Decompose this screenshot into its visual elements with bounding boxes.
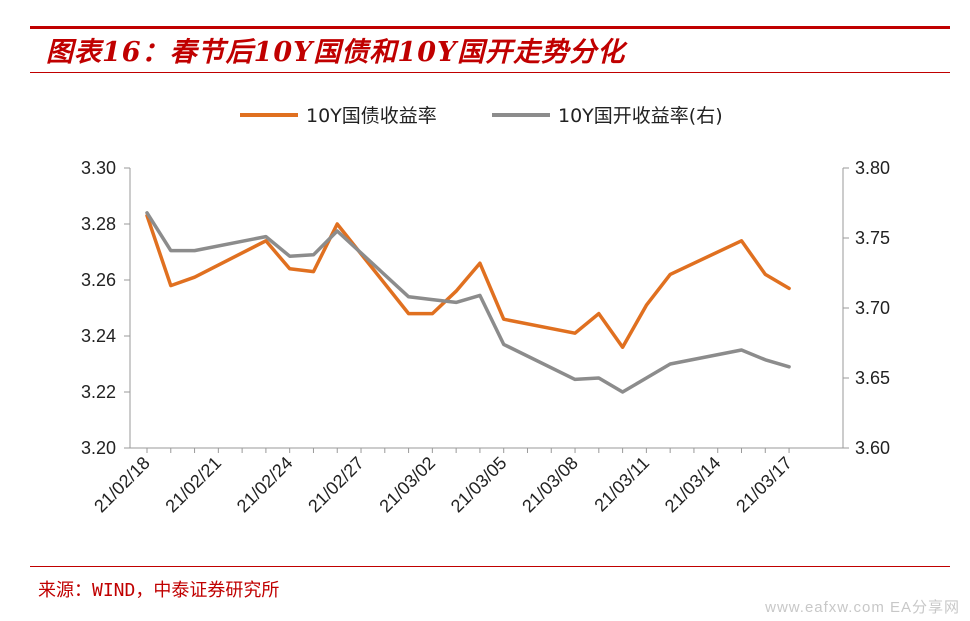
right-tick-label: 3.80 — [855, 158, 890, 178]
legend-item-10y-gov-label: 10Y国债收益率 — [306, 105, 437, 127]
series-line-10y-cdb — [145, 211, 791, 394]
left-tick-label: 3.20 — [81, 438, 116, 458]
x-tick-label: 21/03/14 — [661, 453, 725, 517]
left-tick-label: 3.28 — [81, 214, 116, 234]
right-tick-label: 3.60 — [855, 438, 890, 458]
x-tick-label: 21/02/21 — [161, 453, 225, 517]
x-tick-label: 21/02/24 — [233, 453, 297, 517]
series-line-10y-gov — [145, 213, 791, 349]
left-tick-label: 3.26 — [81, 270, 116, 290]
legend-item-10y-cdb-label: 10Y国开收益率(右) — [558, 105, 723, 127]
chart-title: 图表16：春节后10Y国债和10Y国开走势分化 — [46, 37, 626, 68]
source-note: 来源：WIND，中泰证券研究所 — [38, 580, 280, 601]
x-tick-label: 21/03/17 — [732, 453, 796, 517]
footer-rule — [30, 566, 950, 567]
left-tick-label: 3.24 — [81, 326, 116, 346]
right-tick-label: 3.75 — [855, 228, 890, 248]
x-tick-label: 21/03/02 — [375, 453, 439, 517]
top-rule — [30, 26, 950, 29]
x-tick-label: 21/03/05 — [447, 453, 511, 517]
left-tick-label: 3.30 — [81, 158, 116, 178]
title-rule — [30, 72, 950, 73]
right-tick-label: 3.65 — [855, 368, 890, 388]
x-tick-label: 21/03/11 — [590, 453, 653, 516]
right-tick-label: 3.70 — [855, 298, 890, 318]
x-tick-label: 21/02/18 — [90, 453, 154, 517]
left-tick-label: 3.22 — [81, 382, 116, 402]
x-tick-label: 21/03/08 — [518, 453, 582, 517]
watermark: www.eafxw.com EA分享网 — [765, 599, 960, 616]
x-tick-label: 21/02/27 — [304, 453, 368, 517]
